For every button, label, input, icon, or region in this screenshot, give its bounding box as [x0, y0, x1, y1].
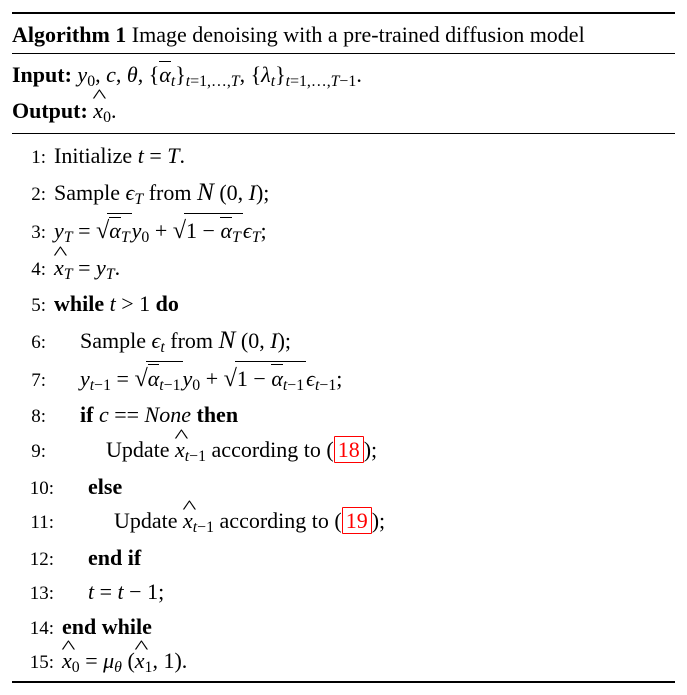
- step-content: Update xt−1 according to (19);: [62, 504, 675, 540]
- step-content: Update xt−1 according to (18);: [54, 433, 675, 469]
- lineno: 14:: [12, 615, 62, 644]
- step-15: 15: x0 = μθ (x1, 1).: [12, 644, 675, 680]
- lineno: 3:: [12, 219, 54, 248]
- step-9: 9: Update xt−1 according to (18);: [12, 433, 675, 469]
- lineno: 4:: [12, 256, 54, 285]
- algorithm-header: Algorithm 1 Image denoising with a pre-t…: [12, 14, 675, 54]
- input-line: Input: y0, c, θ, {αt}t=1,…,T, {λt}t=1,…,…: [12, 58, 675, 94]
- while-keyword: while: [54, 291, 110, 316]
- step-content: while t > 1 do: [54, 287, 675, 320]
- lineno: 11:: [12, 509, 62, 538]
- step-content: Sample ϵT from N (0, I);: [54, 174, 675, 212]
- input-label: Input:: [12, 62, 72, 87]
- output-label: Output:: [12, 98, 88, 123]
- step-content: end while: [62, 610, 675, 643]
- step-content: xT = yT.: [54, 251, 675, 287]
- lineno: 7:: [12, 367, 54, 396]
- step-8: 8: if c == None then: [12, 398, 675, 432]
- step-3: 3: yT = √αTy0 + √1 − αTϵT;: [12, 213, 675, 250]
- step-10: 10: else: [12, 470, 675, 504]
- algorithm-title: Image denoising with a pre-trained diffu…: [132, 22, 585, 47]
- step-content: Initialize t = T.: [54, 139, 675, 172]
- if-keyword: if: [80, 402, 99, 427]
- step-12: 12: end if: [12, 541, 675, 575]
- algorithm-io: Input: y0, c, θ, {αt}t=1,…,T, {λt}t=1,…,…: [12, 54, 675, 134]
- then-keyword: then: [191, 402, 238, 427]
- lineno: 10:: [12, 475, 62, 504]
- lineno: 1:: [12, 144, 54, 173]
- step-content: if c == None then: [54, 398, 675, 431]
- algorithm-block: Algorithm 1 Image denoising with a pre-t…: [12, 12, 675, 683]
- ref-18[interactable]: 18: [334, 436, 364, 463]
- lineno: 2:: [12, 181, 54, 210]
- algorithm-label: Algorithm 1: [12, 22, 126, 47]
- step-content: yt−1 = √αt−1y0 + √1 − αt−1ϵt−1;: [54, 361, 675, 398]
- step-content: else: [62, 470, 675, 503]
- output-line: Output: x0.: [12, 94, 675, 130]
- lineno: 6:: [12, 329, 54, 358]
- step-content: yT = √αTy0 + √1 − αTϵT;: [54, 213, 675, 250]
- do-keyword: do: [150, 291, 179, 316]
- step-7: 7: yt−1 = √αt−1y0 + √1 − αt−1ϵt−1;: [12, 361, 675, 398]
- endif-keyword: end if: [88, 545, 141, 570]
- output-content: x0.: [93, 98, 116, 123]
- lineno: 13:: [12, 580, 62, 609]
- step-1: 1: Initialize t = T.: [12, 139, 675, 173]
- lineno: 5:: [12, 292, 54, 321]
- lineno: 12:: [12, 546, 62, 575]
- step-content: x0 = μθ (x1, 1).: [62, 644, 675, 680]
- else-keyword: else: [88, 474, 122, 499]
- input-content: y0, c, θ, {αt}t=1,…,T, {λt}t=1,…,T−1.: [77, 62, 361, 87]
- step-2: 2: Sample ϵT from N (0, I);: [12, 174, 675, 212]
- step-4: 4: xT = yT.: [12, 251, 675, 287]
- step-content: end if: [62, 541, 675, 574]
- step-6: 6: Sample ϵt from N (0, I);: [12, 322, 675, 360]
- step-13: 13: t = t − 1;: [12, 575, 675, 609]
- step-14: 14: end while: [12, 610, 675, 644]
- step-content: Sample ϵt from N (0, I);: [54, 322, 675, 360]
- step-5: 5: while t > 1 do: [12, 287, 675, 321]
- lineno: 15:: [12, 649, 62, 678]
- lineno: 8:: [12, 403, 54, 432]
- algorithm-steps: 1: Initialize t = T. 2: Sample ϵT from N…: [12, 134, 675, 680]
- step-11: 11: Update xt−1 according to (19);: [12, 504, 675, 540]
- lineno: 9:: [12, 438, 54, 467]
- step-content: t = t − 1;: [62, 575, 675, 608]
- ref-19[interactable]: 19: [342, 507, 372, 534]
